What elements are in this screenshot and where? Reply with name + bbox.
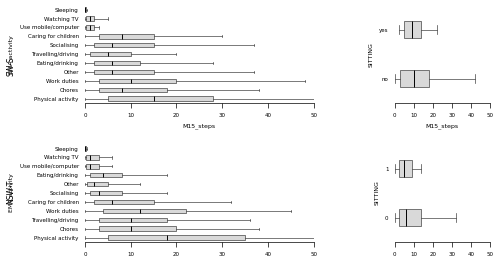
PathPatch shape <box>398 209 421 226</box>
PathPatch shape <box>94 200 154 204</box>
Text: NSW-T: NSW-T <box>6 180 16 204</box>
PathPatch shape <box>98 79 176 83</box>
PathPatch shape <box>85 146 86 151</box>
Text: SW-S: SW-S <box>6 56 16 75</box>
PathPatch shape <box>85 7 86 12</box>
PathPatch shape <box>86 164 99 169</box>
PathPatch shape <box>88 182 108 186</box>
PathPatch shape <box>86 25 94 30</box>
PathPatch shape <box>104 209 186 213</box>
Y-axis label: SITTING: SITTING <box>374 181 380 205</box>
PathPatch shape <box>94 61 140 65</box>
PathPatch shape <box>94 43 154 48</box>
PathPatch shape <box>90 191 122 195</box>
PathPatch shape <box>98 226 176 231</box>
PathPatch shape <box>108 235 245 240</box>
PathPatch shape <box>108 97 213 101</box>
X-axis label: M15_steps: M15_steps <box>426 262 459 263</box>
PathPatch shape <box>98 218 168 222</box>
Y-axis label: EMA activity: EMA activity <box>9 35 14 74</box>
PathPatch shape <box>98 88 168 92</box>
PathPatch shape <box>94 70 154 74</box>
PathPatch shape <box>86 155 99 160</box>
Y-axis label: EMA activity: EMA activity <box>9 174 14 213</box>
PathPatch shape <box>86 16 94 21</box>
PathPatch shape <box>90 173 122 178</box>
Y-axis label: SITTING: SITTING <box>368 42 374 67</box>
X-axis label: M15_steps: M15_steps <box>426 123 459 129</box>
X-axis label: M15_steps: M15_steps <box>183 123 216 129</box>
PathPatch shape <box>404 21 421 38</box>
PathPatch shape <box>400 70 429 87</box>
PathPatch shape <box>398 160 412 177</box>
PathPatch shape <box>98 34 154 39</box>
PathPatch shape <box>90 52 130 56</box>
X-axis label: M15_steps: M15_steps <box>183 262 216 263</box>
